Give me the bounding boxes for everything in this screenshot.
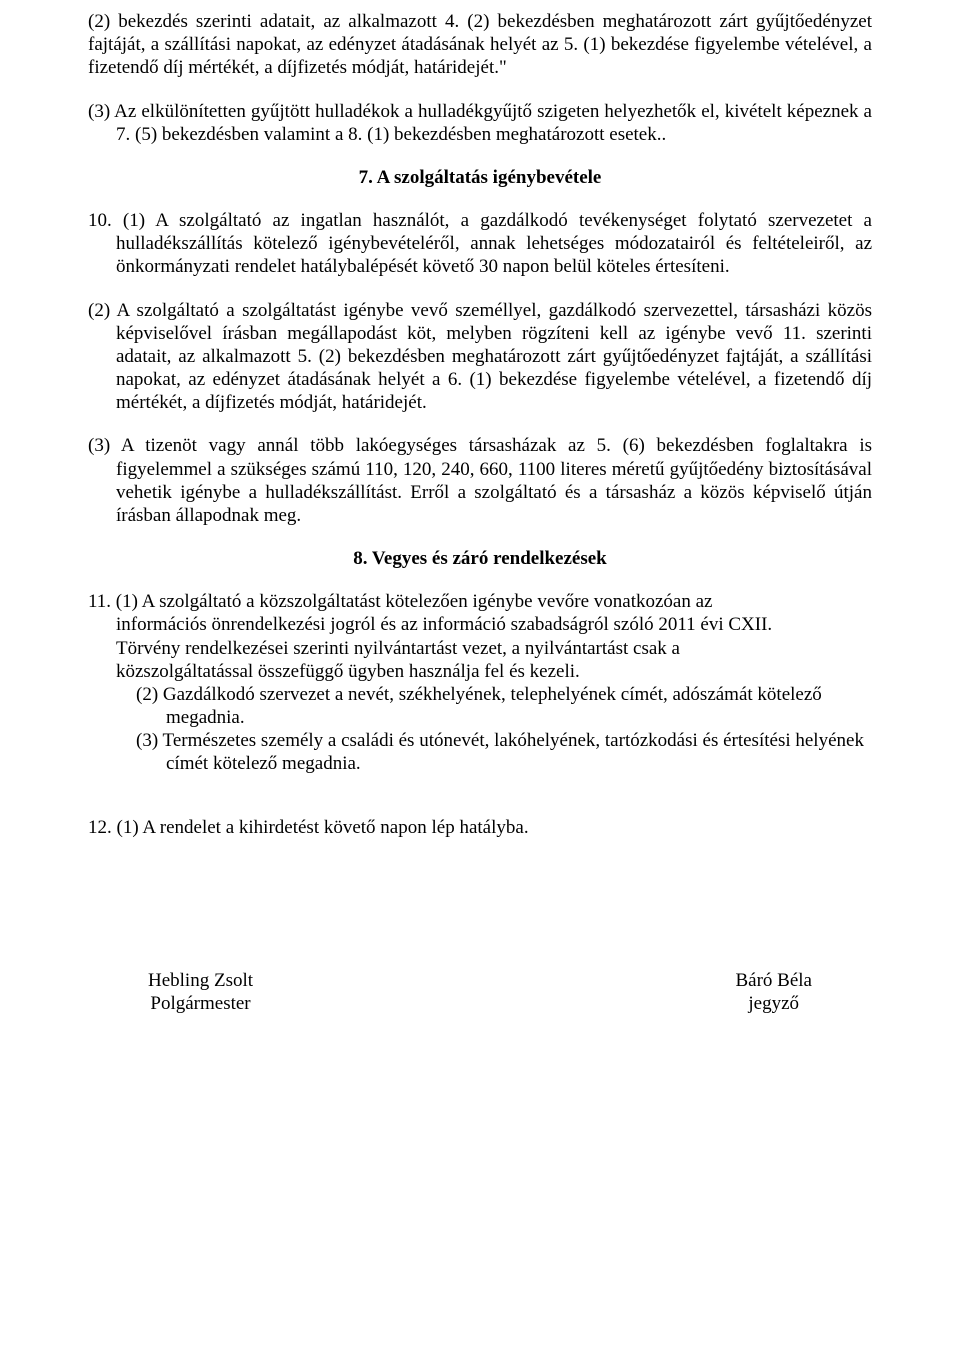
signature-right: Báró Béla jegyző (735, 969, 812, 1015)
p6-line-c: Törvény rendelkezései szerinti nyilvánta… (116, 637, 872, 660)
signature-left: Hebling Zsolt Polgármester (148, 969, 253, 1015)
p6-line-b: információs önrendelkezési jogról és az … (116, 613, 872, 636)
signature-left-name: Hebling Zsolt (148, 969, 253, 992)
paragraph-1: (2) bekezdés szerinti adatait, az alkalm… (88, 10, 872, 80)
signature-left-title: Polgármester (148, 992, 253, 1015)
paragraph-7: 12. (1) A rendelet a kihirdetést követő … (88, 816, 872, 839)
p6-line-e: (2) Gazdálkodó szervezet a nevét, székhe… (88, 683, 872, 729)
heading-8: 8. Vegyes és záró rendelkezések (88, 547, 872, 570)
paragraph-2: (3) Az elkülönítetten gyűjtött hulladéko… (88, 100, 872, 146)
paragraph-5: (3) A tizenöt vagy annál több lakóegység… (88, 434, 872, 527)
paragraph-6-block: 11. (1) A szolgáltató a közszolgáltatást… (88, 590, 872, 775)
signature-row: Hebling Zsolt Polgármester Báró Béla jeg… (88, 969, 872, 1015)
p6-line-d: közszolgáltatással összefüggő ügyben has… (116, 660, 872, 683)
heading-7: 7. A szolgáltatás igénybevétele (88, 166, 872, 189)
p6-line-f: (3) Természetes személy a családi és utó… (88, 729, 872, 775)
paragraph-4: (2) A szolgáltató a szolgáltatást igényb… (88, 299, 872, 415)
signature-right-title: jegyző (735, 992, 812, 1015)
p6-line-a: 11. (1) A szolgáltató a közszolgáltatást… (88, 590, 872, 613)
signature-right-name: Báró Béla (735, 969, 812, 992)
paragraph-3: 10. (1) A szolgáltató az ingatlan haszná… (88, 209, 872, 279)
paragraph-4-text: (2) A szolgáltató a szolgáltatást igényb… (88, 300, 872, 414)
